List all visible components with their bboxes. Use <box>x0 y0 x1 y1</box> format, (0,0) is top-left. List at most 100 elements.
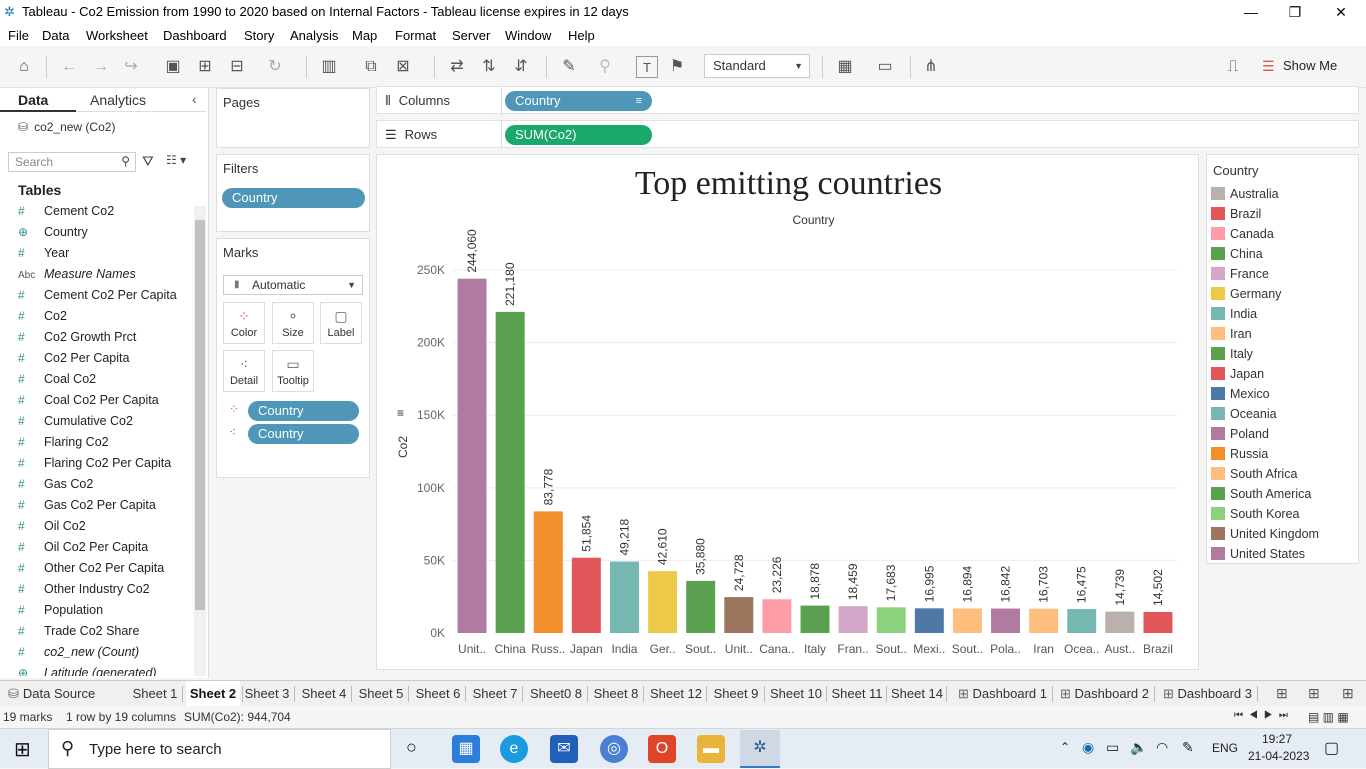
field-item[interactable]: # Cumulative Co2 <box>18 414 133 434</box>
field-item[interactable]: # Co2 <box>18 309 67 329</box>
restore-icon[interactable]: ❐ <box>1288 4 1302 20</box>
field-item[interactable]: # Gas Co2 <box>18 477 93 497</box>
tab-data-source[interactable]: ⛁ Data Source <box>8 686 96 701</box>
field-item[interactable]: Abc Measure Names <box>18 267 136 287</box>
mark-type-select[interactable]: Automatic ▮ ▼ <box>223 275 363 295</box>
network-icon[interactable]: ◠ <box>1156 739 1169 755</box>
clock-date[interactable]: 21-04-2023 <box>1248 749 1310 763</box>
rows-shelf[interactable]: ☰ Rows SUM(Co2) <box>376 120 1359 149</box>
field-item[interactable]: # co2_new (Count) <box>18 645 139 665</box>
language-indicator[interactable]: ENG <box>1212 741 1239 755</box>
filters-card[interactable]: Filters Country <box>216 154 370 232</box>
pin-icon[interactable]: ⚑ <box>669 58 685 75</box>
sheet-nav-icons[interactable]: ⏮◀▶⏭ <box>1234 710 1294 721</box>
sheet-tab[interactable]: Sheet 6 <box>415 686 461 701</box>
field-item[interactable]: # Cement Co2 <box>18 204 114 224</box>
show-cards-icon[interactable]: ▦ <box>837 58 853 75</box>
sheet-tab[interactable]: ⊞ Dashboard 3 <box>1163 686 1252 701</box>
datasource-item[interactable]: ⛁ co2_new (Co2) <box>18 120 115 134</box>
menu-dashboard[interactable]: Dashboard <box>163 28 227 43</box>
fit-select[interactable]: Standard ▼ <box>704 54 810 78</box>
marks-pill-color-country[interactable]: Country <box>248 401 359 421</box>
pen-icon[interactable]: ✎ <box>1182 739 1194 755</box>
search-input[interactable]: Search ⚲ <box>8 152 136 172</box>
close-icon[interactable]: ✕ <box>1335 4 1347 20</box>
field-item[interactable]: # Cement Co2 Per Capita <box>18 288 177 308</box>
menu-data[interactable]: Data <box>42 28 70 43</box>
sheet-tab[interactable]: Sheet 3 <box>244 686 290 701</box>
pause-updates-icon[interactable]: ⊟ <box>230 58 244 75</box>
sheet-tab[interactable]: Sheet 14 <box>890 686 944 701</box>
field-item[interactable]: ⊕ Latitude (generated) <box>18 666 157 676</box>
home-icon[interactable]: ⌂ <box>19 58 29 75</box>
undo-icon[interactable]: ← <box>61 58 77 75</box>
sort-ascending-icon[interactable]: ⇅ <box>482 58 496 75</box>
view-options-icon[interactable]: ☷ ▾ <box>166 153 187 167</box>
field-item[interactable]: # Other Co2 Per Capita <box>18 561 164 581</box>
replay-icon[interactable]: ↪ <box>124 58 138 75</box>
highlight-icon[interactable]: ✎ <box>562 58 576 75</box>
group-icon[interactable]: ⚲ <box>599 58 611 75</box>
file-explorer-icon[interactable]: ▬ <box>697 735 725 763</box>
legend-item[interactable]: China <box>1211 247 1263 267</box>
sheet-tab[interactable]: Sheet 5 <box>358 686 404 701</box>
field-item[interactable]: # Flaring Co2 <box>18 435 109 455</box>
marks-tooltip-button[interactable]: ▭ Tooltip <box>272 350 314 392</box>
refresh-icon[interactable]: ↻ <box>268 58 282 75</box>
menu-story[interactable]: Story <box>244 28 275 43</box>
marks-pill-detail-country[interactable]: Country <box>248 424 359 444</box>
field-item[interactable]: # Oil Co2 <box>18 519 86 539</box>
columns-shelf[interactable]: ⦀ Columns Country ≡ <box>376 86 1359 115</box>
legend-item[interactable]: Canada <box>1211 227 1274 247</box>
legend-item[interactable]: Germany <box>1211 287 1281 307</box>
field-item[interactable]: # Gas Co2 Per Capita <box>18 498 156 518</box>
sort-descending-icon[interactable]: ⇵ <box>514 58 528 75</box>
clear-sheet-icon[interactable]: ⊠ <box>396 58 410 75</box>
legend-item[interactable]: United Kingdom <box>1211 527 1319 547</box>
swap-icon[interactable]: ⇄ <box>450 58 464 75</box>
redo-icon[interactable]: → <box>93 58 109 75</box>
menu-map[interactable]: Map <box>352 28 378 43</box>
legend-item[interactable]: Poland <box>1211 427 1269 447</box>
filter-icon[interactable]: ⛛ <box>142 153 154 169</box>
marks-label-button[interactable]: ▢ Label <box>320 302 362 344</box>
new-worksheet-tab-icon[interactable]: ⊞ <box>1276 685 1288 701</box>
sheet-tab[interactable]: ⊞ Dashboard 2 <box>1060 686 1149 701</box>
menu-analysis[interactable]: Analysis <box>290 28 339 43</box>
sheet-tab[interactable]: Sheet 9 <box>713 686 759 701</box>
menu-window[interactable]: Window <box>505 28 552 43</box>
sheet-tab[interactable]: Sheet0 8 <box>529 686 583 701</box>
pages-card[interactable]: Pages <box>216 88 370 148</box>
field-item[interactable]: # Other Industry Co2 <box>18 582 150 602</box>
collapse-pane-icon[interactable]: ‹ <box>192 91 197 107</box>
notifications-icon[interactable]: ▢ <box>1324 740 1340 757</box>
field-item[interactable]: # Population <box>18 603 103 623</box>
legend-item[interactable]: Iran <box>1211 327 1252 347</box>
menu-file[interactable]: File <box>8 28 29 43</box>
legend-item[interactable]: South Africa <box>1211 467 1297 487</box>
color-legend[interactable]: Country Australia Brazil Canada China France… <box>1206 154 1359 564</box>
legend-item[interactable]: Mexico <box>1211 387 1270 407</box>
clock-time[interactable]: 19:27 <box>1262 732 1293 746</box>
legend-item[interactable]: Italy <box>1211 347 1253 367</box>
sheet-tab[interactable]: Sheet 11 <box>831 686 883 701</box>
office-icon[interactable]: O <box>648 735 676 763</box>
sheet-tab[interactable]: Sheet 2 <box>186 681 240 706</box>
sheet-tab[interactable]: Sheet 7 <box>472 686 518 701</box>
field-item[interactable]: # Co2 Growth Prct <box>18 330 136 350</box>
menu-server[interactable]: Server <box>452 28 491 43</box>
legend-item[interactable]: France <box>1211 267 1269 287</box>
duplicate-sheet-icon[interactable]: ⧉ <box>365 58 377 75</box>
chart-view[interactable]: Top emitting countries Country 0K 50K 100K… <box>376 154 1199 670</box>
tab-data[interactable]: Data <box>0 88 76 112</box>
windows-start-icon[interactable]: ⊞ <box>14 739 31 761</box>
new-datasource-icon[interactable]: ⊞ <box>198 58 212 75</box>
format-painter-icon[interactable]: ⎍ <box>1227 58 1239 75</box>
rows-pill-sum-co2[interactable]: SUM(Co2) <box>505 125 652 145</box>
legend-item[interactable]: United States <box>1211 547 1305 567</box>
new-worksheet-icon[interactable]: ▥ <box>321 58 337 75</box>
battery-icon[interactable]: ▭ <box>1106 739 1120 755</box>
store-icon[interactable]: ▦ <box>452 735 480 763</box>
field-item[interactable]: ⊕ Country <box>18 225 88 245</box>
minimize-icon[interactable]: — <box>1244 4 1258 20</box>
